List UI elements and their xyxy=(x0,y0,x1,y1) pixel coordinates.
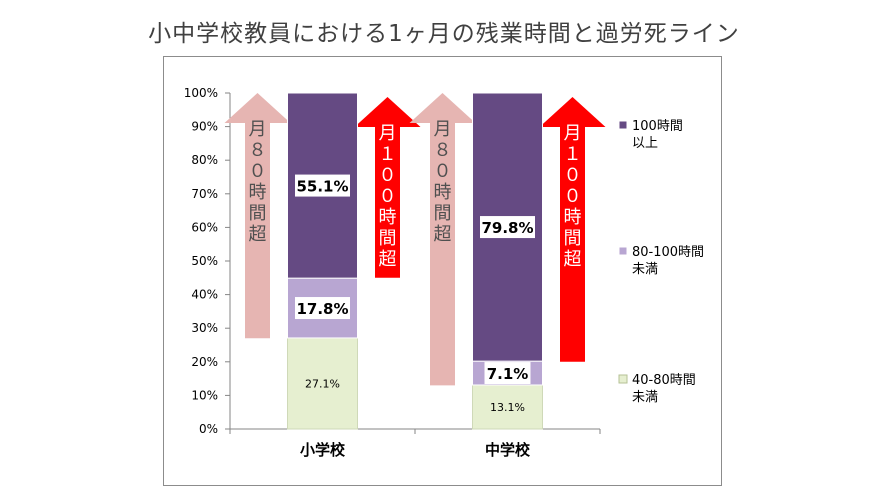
x-tick-label: 小学校 xyxy=(300,441,346,459)
arrow-label-char: １ xyxy=(564,144,582,165)
legend-label: 40-80時間 xyxy=(632,373,696,388)
data-label-box xyxy=(480,216,535,239)
arrow-label-char: ０ xyxy=(564,165,582,186)
y-tick-label: 50% xyxy=(191,254,218,268)
over-100h-arrow xyxy=(539,97,606,362)
arrow-label-char: ８ xyxy=(434,140,452,161)
y-tick-label: 10% xyxy=(191,388,218,402)
data-label: 55.1% xyxy=(296,178,348,196)
arrow-label-char: ０ xyxy=(379,186,397,207)
legend-swatch xyxy=(618,120,628,130)
y-tick-label: 60% xyxy=(191,220,218,234)
over-80h-arrow xyxy=(409,93,476,386)
data-label: 27.1% xyxy=(305,377,340,390)
data-label: 17.8% xyxy=(296,300,348,318)
x-tick-label: 中学校 xyxy=(485,441,531,459)
arrow-label-char: 超 xyxy=(564,249,582,270)
arrow-label-char: 月 xyxy=(564,123,582,144)
arrow-label-char: 時 xyxy=(434,182,452,203)
arrow-label-char: １ xyxy=(379,144,397,165)
arrow-label-char: 間 xyxy=(564,228,582,249)
legend-label: 未満 xyxy=(632,390,658,405)
legend-label: 80-100時間 xyxy=(632,245,704,260)
y-tick-label: 20% xyxy=(191,355,218,369)
legend-swatch xyxy=(618,246,628,256)
legend-label: 100時間 xyxy=(632,119,683,134)
legend-label: 以上 xyxy=(632,136,658,151)
arrow-label-char: 月 xyxy=(249,119,267,140)
arrow-label-char: ０ xyxy=(434,161,452,182)
arrow-label-char: 月 xyxy=(379,123,397,144)
data-label-box xyxy=(295,174,350,197)
data-label: 7.1% xyxy=(487,365,529,383)
data-label-box xyxy=(484,362,531,385)
y-tick-label: 80% xyxy=(191,153,218,167)
arrow-label-char: 月 xyxy=(434,119,452,140)
arrow-label-char: 超 xyxy=(379,249,397,270)
legend-swatch xyxy=(618,374,628,384)
y-tick-label: 90% xyxy=(191,120,218,134)
y-tick-label: 30% xyxy=(191,321,218,335)
chart-title: 小中学校教員における1ヶ月の残業時間と過労死ライン xyxy=(148,21,740,47)
arrow-label-char: 時 xyxy=(564,207,582,228)
arrow-label-char: 間 xyxy=(379,228,397,249)
data-label-box xyxy=(295,297,350,320)
data-label: 13.1% xyxy=(490,401,525,414)
arrow-label-char: 時 xyxy=(379,207,397,228)
arrow-label-char: 超 xyxy=(434,224,452,245)
over-80h-arrow xyxy=(224,93,291,339)
arrow-label-char: ０ xyxy=(379,165,397,186)
arrow-label-char: 時 xyxy=(249,182,267,203)
arrow-label-char: ８ xyxy=(249,140,267,161)
y-tick-label: 100% xyxy=(184,86,218,100)
arrow-label-char: 間 xyxy=(249,203,267,224)
bar-segment-40-80h xyxy=(287,337,358,430)
legend-label: 未満 xyxy=(632,262,658,277)
y-tick-label: 40% xyxy=(191,288,218,302)
arrow-label-char: 間 xyxy=(434,203,452,224)
y-tick-label: 0% xyxy=(199,422,218,436)
arrow-label-char: ０ xyxy=(564,186,582,207)
y-tick-label: 70% xyxy=(191,187,218,201)
over-100h-arrow xyxy=(354,97,421,278)
arrow-label-char: 超 xyxy=(249,224,267,245)
arrow-label-char: ０ xyxy=(249,161,267,182)
data-label: 79.8% xyxy=(481,219,533,237)
